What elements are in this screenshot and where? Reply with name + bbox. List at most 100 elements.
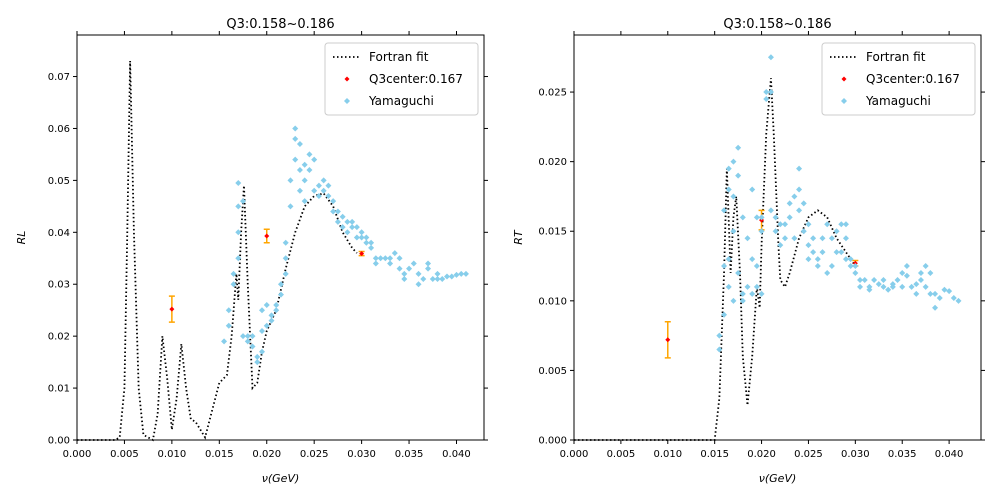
scatter-point [230, 281, 237, 288]
scatter-point [758, 228, 765, 235]
scatter-point [805, 256, 812, 263]
y-tick-label: 0.010 [538, 296, 567, 307]
scatter-point [363, 234, 370, 241]
scatter-point [330, 198, 337, 205]
scatter-point [391, 250, 398, 257]
y-tick-label: 0.015 [538, 227, 567, 238]
scatter-point [716, 332, 723, 339]
subplot: Q3:0.158~0.186 ν(GeV) RT 0.000 0.005 0.010 0.0… [512, 17, 985, 485]
legend-swatch [841, 98, 847, 104]
scatter-point [259, 348, 265, 355]
scatter-point [406, 265, 413, 272]
scatter-point [296, 167, 303, 173]
scatter-point [725, 283, 732, 290]
x-tick-label: 0.005 [607, 449, 636, 460]
legend-label: Q3center:0.167 [369, 72, 463, 86]
scatter-point [936, 295, 943, 302]
scatter-point [721, 311, 728, 318]
scatter-point [753, 283, 760, 290]
scatter-point [254, 359, 261, 366]
scatter-point [899, 269, 906, 276]
scatter-point [387, 255, 394, 262]
y-tick-label: 0.01 [48, 384, 70, 395]
scatter-point [353, 234, 360, 241]
scatter-point [796, 207, 803, 214]
x-tick-label: 0.040 [442, 449, 471, 460]
legend-label: Fortran fit [369, 50, 429, 64]
scatter-point [448, 273, 455, 280]
scatter-point [410, 260, 417, 267]
scatter-point [259, 327, 265, 334]
scatter-point [753, 263, 760, 270]
scatter-point [819, 235, 826, 242]
scatter-point [301, 161, 308, 168]
scatter-point [922, 283, 929, 290]
scatter-point [805, 221, 812, 228]
scatter-point [791, 235, 798, 242]
y-tick-label: 0.06 [48, 124, 70, 135]
scatter-point [744, 235, 751, 242]
scatter-point [730, 193, 737, 200]
scatter-point [339, 224, 346, 231]
scatter-point [263, 322, 270, 329]
scatter-point [946, 288, 953, 295]
center-point [665, 337, 671, 343]
scatter-point [828, 263, 835, 270]
x-tick-label: 0.035 [888, 449, 917, 460]
scatter-point [735, 144, 742, 151]
scatter-point [725, 186, 732, 193]
scatter-point [282, 239, 289, 246]
scatter-point [739, 297, 746, 304]
scatter-point [292, 125, 299, 132]
scatter-point [814, 263, 821, 270]
scatter-point [810, 235, 817, 242]
scatter-point [287, 177, 294, 184]
scatter-point [824, 221, 831, 228]
scatter-point [767, 89, 774, 96]
x-tick-label: 0.020 [747, 449, 776, 460]
scatter-point [259, 307, 265, 314]
scatter-point [235, 255, 242, 262]
scatter-point [315, 192, 322, 199]
scatter-point [458, 270, 465, 277]
scatter-point [725, 256, 732, 263]
scatter-point [434, 276, 441, 283]
scatter-point [334, 208, 341, 215]
scatter-point [800, 200, 807, 207]
scatter-point [767, 207, 774, 214]
legend-label: Yamaguchi [368, 94, 434, 108]
y-tick-label: 0.05 [48, 176, 70, 187]
scatter-point [899, 283, 906, 290]
scatter-point [396, 265, 403, 272]
x-tick-label: 0.010 [653, 449, 682, 460]
scatter-point [777, 221, 784, 228]
x-tick-label: 0.015 [205, 449, 234, 460]
scatter-point [880, 283, 887, 290]
scatter-point [805, 242, 812, 249]
scatter-point [401, 276, 408, 283]
scatter-point [767, 54, 774, 61]
scatter-point [852, 269, 859, 276]
y-tick-label: 0.07 [48, 72, 70, 83]
scatter-point [763, 89, 770, 96]
y-tick-label: 0.00 [48, 436, 70, 447]
scatter-point [363, 239, 370, 246]
scatter-point [415, 281, 422, 288]
scatter-point [434, 270, 441, 277]
scatter-point [833, 228, 840, 235]
y-tick-label: 0.03 [48, 280, 70, 291]
scatter-point [268, 317, 275, 324]
scatter-point [377, 255, 384, 262]
scatter-point [349, 218, 356, 225]
chart-title: Q3:0.158~0.186 [226, 17, 334, 32]
scatter-point [721, 207, 728, 214]
scatter-point [415, 270, 422, 277]
scatter-point [273, 302, 280, 308]
x-tick-label: 0.010 [158, 449, 187, 460]
scatter-point [800, 228, 807, 235]
scatter-point [429, 276, 436, 283]
legend-swatch [841, 76, 847, 82]
scatter-point [842, 221, 849, 228]
scatter-point [847, 256, 854, 263]
scatter-point [824, 269, 831, 276]
